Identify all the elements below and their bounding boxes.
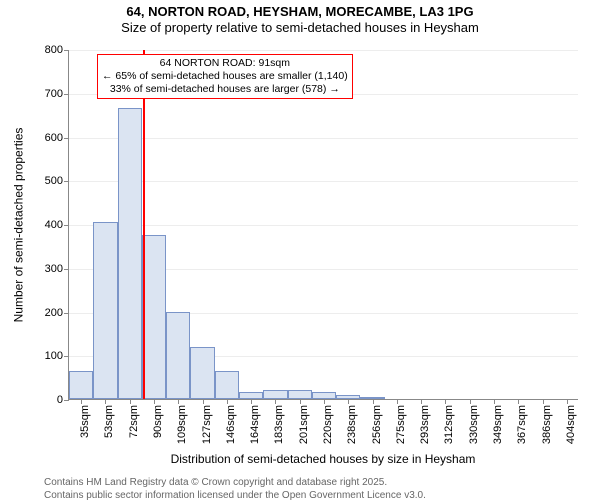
ytick-label: 600 [45,132,69,144]
ytick-label: 800 [45,44,69,56]
histogram-chart: 0 100 200 300 400 500 600 700 800 35sqm 53sqm 72sqm… [0,4,600,504]
xtick-label: 146sqm [225,405,237,444]
y-axis-title: Number of semi-detached properties [11,128,25,323]
xtick-mark [154,399,155,404]
xtick-mark [227,399,228,404]
xtick-mark [300,399,301,404]
xtick-mark [445,399,446,404]
footer-line-1: Contains HM Land Registry data © Crown c… [44,477,426,490]
xtick-label: 293sqm [419,405,431,444]
ytick-label: 200 [45,307,69,319]
ytick-label: 700 [45,88,69,100]
ytick-label: 500 [45,175,69,187]
xtick-label: 201sqm [298,405,310,444]
xtick-label: 275sqm [395,405,407,444]
xtick-mark [251,399,252,404]
bar [215,371,239,399]
xtick-mark [518,399,519,404]
xtick-mark [105,399,106,404]
gridline [69,50,578,51]
ytick-label: 400 [45,219,69,231]
footer-line-2: Contains public sector information licen… [44,490,426,503]
xtick-label: 238sqm [346,405,358,444]
xtick-label: 127sqm [201,405,213,444]
ytick-label: 300 [45,263,69,275]
x-axis-title: Distribution of semi-detached houses by … [68,452,578,466]
xtick-label: 183sqm [273,405,285,444]
xtick-mark [397,399,398,404]
bar [166,312,190,400]
ytick-label: 0 [57,394,69,406]
bar [69,371,93,399]
footer-attribution: Contains HM Land Registry data © Crown c… [44,477,426,502]
xtick-label: 256sqm [371,405,383,444]
xtick-mark [178,399,179,404]
xtick-mark [324,399,325,404]
xtick-mark [275,399,276,404]
xtick-label: 72sqm [128,405,140,438]
xtick-label: 349sqm [492,405,504,444]
xtick-label: 53sqm [103,405,115,438]
gridline [69,181,578,182]
xtick-mark [543,399,544,404]
xtick-mark [203,399,204,404]
xtick-label: 164sqm [249,405,261,444]
annotation-line: ← 65% of semi-detached houses are smalle… [102,70,348,83]
bar [288,390,312,399]
ytick-label: 100 [45,350,69,362]
bar [118,108,142,399]
gridline [69,138,578,139]
bar [93,222,117,399]
xtick-label: 386sqm [541,405,553,444]
xtick-label: 220sqm [322,405,334,444]
xtick-label: 90sqm [152,405,164,438]
bar [263,390,287,399]
reference-marker-line [143,50,145,399]
xtick-label: 35sqm [79,405,91,438]
xtick-mark [567,399,568,404]
bar [142,235,166,399]
xtick-mark [470,399,471,404]
xtick-label: 367sqm [516,405,528,444]
xtick-mark [421,399,422,404]
gridline [69,225,578,226]
xtick-mark [348,399,349,404]
xtick-mark [130,399,131,404]
xtick-mark [494,399,495,404]
xtick-mark [373,399,374,404]
xtick-label: 312sqm [443,405,455,444]
plot-area: 010020030040050060070080035sqm53sqm72sqm… [68,50,578,400]
xtick-mark [81,399,82,404]
xtick-label: 330sqm [468,405,480,444]
bar [190,347,214,400]
annotation-line: 33% of semi-detached houses are larger (… [102,83,348,96]
annotation-callout: 64 NORTON ROAD: 91sqm← 65% of semi-detac… [97,54,353,99]
xtick-label: 404sqm [565,405,577,444]
xtick-label: 109sqm [176,405,188,444]
annotation-line: 64 NORTON ROAD: 91sqm [102,57,348,70]
